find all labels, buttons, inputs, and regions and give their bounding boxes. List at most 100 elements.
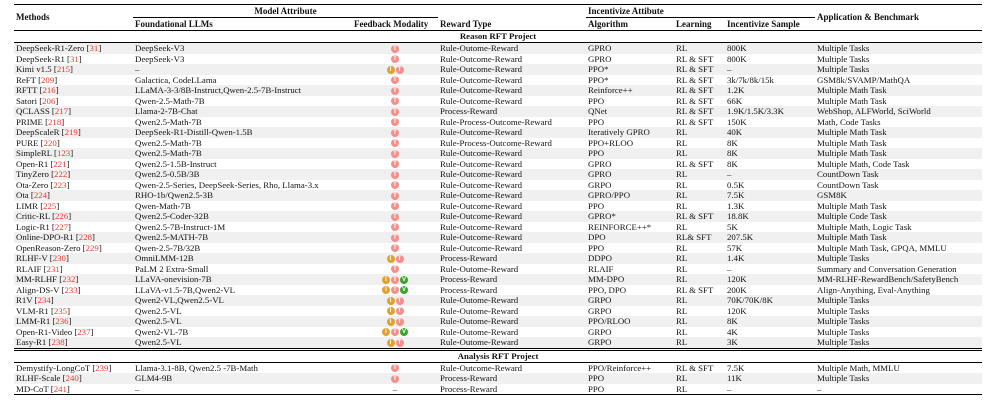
- citation-link[interactable]: 31: [89, 43, 99, 53]
- cell-foundational-llm: LLaVA-onevision-7B: [135, 274, 212, 284]
- cell-incentivize-sample: 8K: [727, 137, 738, 148]
- column-header-feedback-modality: Feedback Modality: [354, 18, 429, 29]
- citation-link[interactable]: 223: [53, 179, 67, 190]
- cell-reward-type: Rule-Outcome-Reward: [440, 169, 523, 179]
- cell-incentivize-sample: 7.5K: [727, 190, 745, 200]
- table-row: PURE [220] Qwen2.5-Math-7B T Rule-Process-O…: [14, 138, 982, 149]
- cell-feedback-modality: T: [352, 96, 438, 107]
- cell-algorithm: PPO: [588, 116, 605, 127]
- cell-incentivize-sample: 11K: [727, 373, 742, 383]
- citation-link[interactable]: 241: [53, 383, 67, 394]
- cell-reward-type: Rule-Outcome-Reward: [440, 74, 523, 85]
- cell-feedback-modality: T: [352, 43, 438, 54]
- citation-link[interactable]: 230: [52, 253, 66, 263]
- cell-application-benchmark: Multiple Math Task: [817, 200, 887, 211]
- citation-link[interactable]: 123: [56, 148, 71, 158]
- cell-reward-type: Rule-Outcome-Reward: [440, 232, 523, 242]
- cell-incentivize-sample: 120K: [727, 274, 747, 284]
- cell-learning: RL& SFT: [676, 232, 712, 242]
- citation-link[interactable]: 229: [85, 242, 99, 253]
- citation-link[interactable]: 215: [56, 64, 71, 74]
- cell-feedback-modality: T: [352, 54, 438, 65]
- cell-learning: RL & SFT: [676, 53, 714, 64]
- citation-link[interactable]: 227: [54, 221, 69, 232]
- citation-link[interactable]: 240: [65, 373, 79, 383]
- cell-reward-type: Rule-Outcome-Reward: [440, 242, 523, 253]
- table-row: Satori [206] Qwen-2.5-Math-7B T Rule-Outcom…: [14, 96, 982, 107]
- citation-link[interactable]: 236: [55, 316, 69, 326]
- cell-method: Align-DS-V [233]: [16, 284, 81, 295]
- cell-foundational-llm: Qwen2.5-Coder-32B: [135, 211, 209, 221]
- table-row: SimpleRL [123] Qwen2.5-Math-7B T Rule-Outco…: [14, 148, 983, 159]
- citation-link[interactable]: 217: [54, 106, 69, 116]
- cell-foundational-llm: Qwen2.5-1.5B-Instruct: [135, 158, 217, 169]
- cell-learning: RL & SFT: [676, 158, 714, 169]
- cell-application-benchmark: Multiple Math Task: [817, 95, 887, 106]
- cell-feedback-modality: T: [352, 180, 438, 191]
- section-header-row: Analysis RFT Project: [14, 347, 983, 363]
- citation-link[interactable]: 237: [77, 326, 91, 337]
- text-modality-icon: T: [391, 76, 399, 85]
- text-modality-icon: T: [391, 286, 399, 295]
- table-row: MM-RLHF [232] LLaVA-onevision-7B I T V Proces…: [14, 274, 983, 285]
- section-title: Reason RFT Project: [14, 30, 983, 43]
- text-modality-icon: T: [391, 265, 399, 274]
- cell-reward-type: Rule-Outcome-Reward: [440, 190, 523, 200]
- citation-link[interactable]: 31: [69, 53, 79, 64]
- video-modality-icon: V: [400, 286, 408, 295]
- column-header-learning: Learning: [676, 18, 712, 29]
- cell-method: PRIME [218]: [16, 116, 65, 127]
- citation-link[interactable]: 231: [46, 263, 60, 274]
- text-modality-icon: T: [391, 149, 399, 158]
- citation-link[interactable]: 221: [53, 158, 67, 169]
- cell-algorithm: DDPO: [588, 253, 612, 263]
- cell-learning: RL & SFT: [676, 106, 714, 116]
- cell-incentivize-sample: 18.8K: [727, 211, 749, 221]
- cell-incentivize-sample: 207.5K: [727, 232, 754, 242]
- cell-application-benchmark: Multiple Math Task, GPQA, MMLU: [817, 242, 947, 253]
- cell-application-benchmark: Multiple Math Task: [817, 137, 887, 148]
- citation-link[interactable]: 239: [95, 362, 109, 373]
- citation-link[interactable]: 225: [43, 200, 57, 211]
- column-header-algorithm: Algorithm: [588, 18, 628, 29]
- citation-link[interactable]: 220: [43, 137, 57, 148]
- citation-link[interactable]: 209: [41, 74, 55, 85]
- citation-link[interactable]: 218: [48, 116, 62, 127]
- citation-link[interactable]: 235: [53, 305, 68, 316]
- citation-link[interactable]: 228: [78, 232, 92, 242]
- citation-link[interactable]: 222: [54, 169, 68, 179]
- cell-application-benchmark: Multiple Tasks: [817, 373, 870, 383]
- citation-link[interactable]: 219: [64, 127, 78, 137]
- citation-link[interactable]: 232: [62, 274, 76, 284]
- cell-learning: RL: [676, 337, 688, 347]
- cell-reward-type: Rule-Outome-Reward: [440, 305, 519, 316]
- citation-link[interactable]: 233: [64, 284, 78, 295]
- cell-algorithm: GPRO: [588, 53, 612, 64]
- cell-method: SimpleRL [123]: [16, 148, 74, 158]
- cell-foundational-llm: Llama-3.1-8B, Qwen2.5 -7B-Math: [135, 362, 258, 373]
- cell-algorithm: QNet: [588, 106, 608, 116]
- text-modality-icon: T: [395, 65, 404, 74]
- citation-link[interactable]: 206: [42, 95, 56, 106]
- cell-learning: RL: [676, 137, 688, 148]
- cell-method: OpenReason-Zero [229]: [16, 242, 102, 253]
- cell-application-benchmark: Multiple Tasks: [817, 43, 870, 53]
- table-row: TinyZero [222] Qwen2.5-0.5B/3B T Rule-Outco…: [14, 169, 983, 180]
- cell-application-benchmark: GSM8k/SVAMP/MathQA: [817, 74, 911, 85]
- citation-link[interactable]: 226: [55, 211, 69, 221]
- citation-link[interactable]: 234: [37, 295, 51, 305]
- column-header-reward-spacer: [438, 5, 586, 18]
- text-modality-icon: T: [391, 170, 399, 179]
- cell-incentivize-sample: –: [727, 263, 732, 274]
- table-row: Ota [224] RHO-1b/Qwen2.5-3B T Rule-Outcome-…: [14, 190, 983, 201]
- cell-algorithm: Reinforce++: [588, 85, 633, 95]
- table-header: Methods Model Attribute Incentivize Atti…: [14, 4, 983, 31]
- citation-link[interactable]: 238: [51, 337, 65, 347]
- cell-algorithm: GPRO: [588, 43, 612, 53]
- cell-method: Logic-R1 [227]: [16, 221, 71, 232]
- citation-link[interactable]: 224: [33, 190, 48, 200]
- citation-link[interactable]: 216: [42, 85, 56, 95]
